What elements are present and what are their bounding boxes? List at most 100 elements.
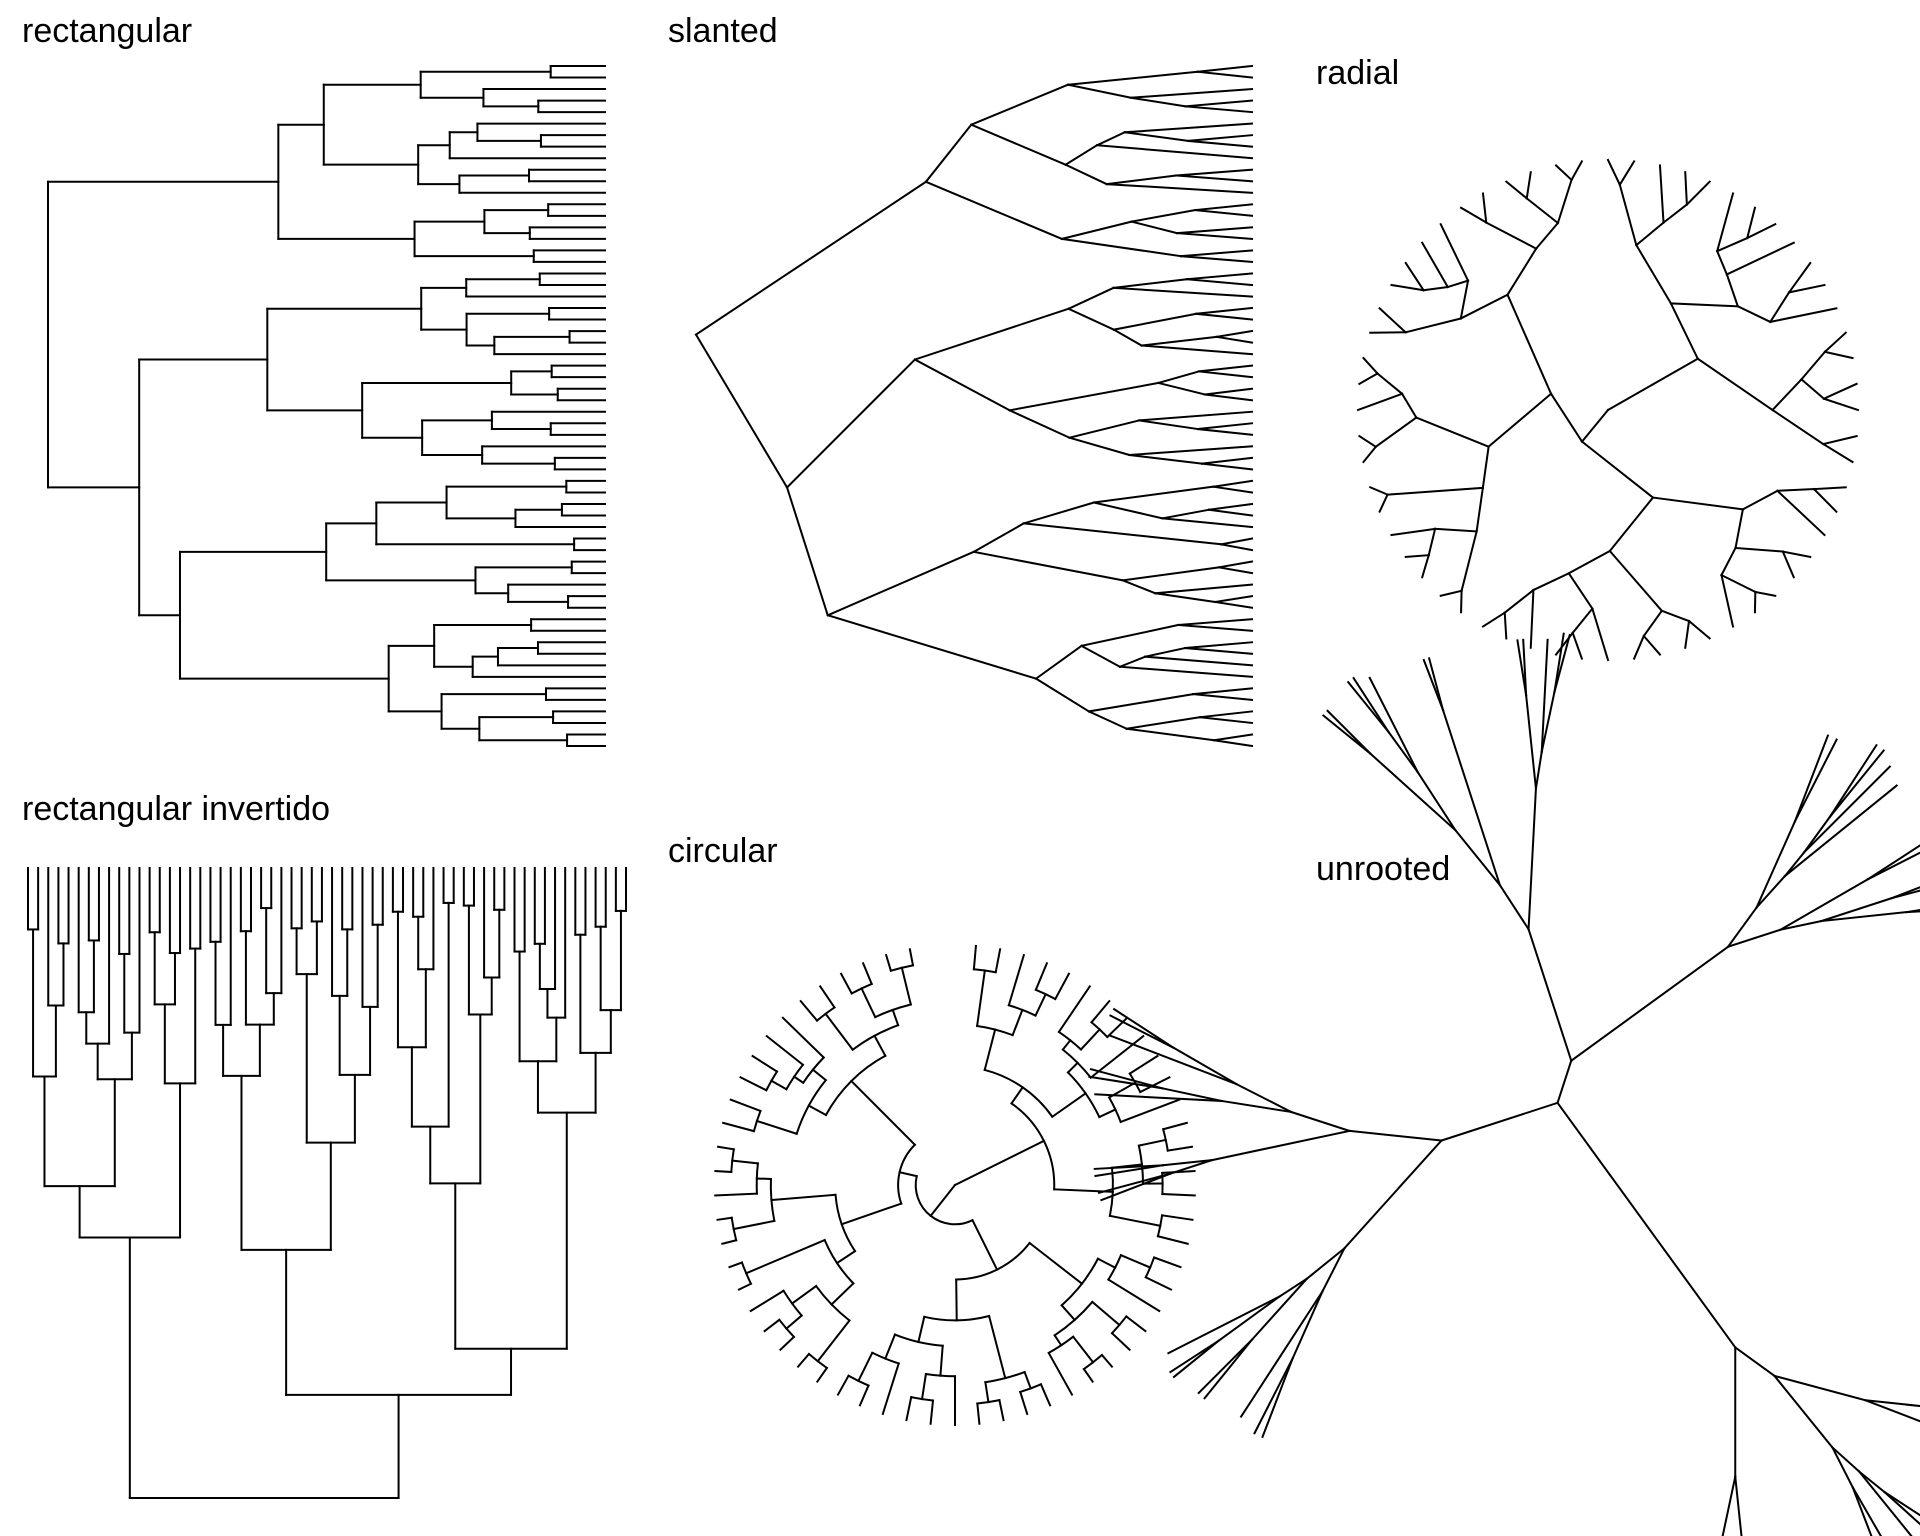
leaf-branch [1812,486,1847,491]
branch [1642,609,1664,638]
branch [1715,236,1749,253]
branch [1755,874,1787,909]
branch [1567,549,1612,575]
leaf-branch [1196,64,1254,73]
branch [1128,453,1204,465]
leaf-branch [1828,743,1878,819]
branch-arc [814,1284,851,1322]
branch-radial [1060,1303,1077,1322]
branch [1143,646,1187,658]
branch-radial [732,1219,776,1231]
leaf-branch [1459,206,1488,224]
leaf-branch [1356,392,1404,412]
leaf-branch [1420,241,1450,289]
leaf-branch [1192,693,1254,701]
leaf-branch [1220,543,1254,552]
branch [1416,770,1457,832]
branch [1534,750,1543,790]
leaf-branch [1554,164,1573,182]
leaf-branch [1203,387,1254,396]
branch-radial [840,1202,903,1226]
leaf-branch [1362,445,1378,464]
leaf-branch [1034,961,1049,992]
branch [1618,183,1638,247]
leaf-branch [1481,192,1488,224]
branch [785,486,829,617]
branch [1820,910,1908,923]
branch [1779,919,1823,931]
branch [1168,1158,1214,1176]
branch-radial [744,1238,827,1275]
leaf-branch [1186,134,1254,143]
branch [1776,488,1816,492]
leaf-branch [1108,1034,1238,1086]
leaf-branch [1481,611,1507,628]
branch-radial [873,1034,887,1058]
branch [1567,571,1594,611]
leaf-branch [1212,739,1254,748]
branch-radial [983,1028,997,1072]
leaf-branch [1128,1054,1159,1076]
branch [969,123,1067,166]
leaf-branch [1100,1353,1114,1368]
leaf-branch [1199,710,1254,719]
leaf-branch [1504,180,1529,200]
branch [1060,220,1133,241]
leaf-branch [749,1289,785,1313]
branch [1105,174,1178,186]
leaf-branch [1754,590,1777,597]
branch-radial [955,1278,958,1322]
leaf-branch [1177,623,1254,632]
leaf-branch [1420,553,1430,579]
branch [1720,546,1737,577]
branch [1734,508,1745,550]
branch-radial [1119,1253,1152,1269]
leaf-branch [1200,456,1254,465]
leaf-branch [884,953,893,972]
branch [1634,221,1665,247]
branch-radial [770,1193,837,1202]
branch-radial [1034,992,1048,1017]
branch-radial [1010,1085,1025,1105]
branch [1034,677,1091,713]
branch-arc [834,1193,857,1253]
leaf-branch [1123,122,1254,134]
branch [1066,83,1132,99]
branch [1220,1099,1293,1114]
branch-arc [795,1078,828,1136]
leaf-branch [1090,999,1111,1024]
branch-radial [920,1372,928,1401]
branch [1386,486,1484,496]
leaf-branch [1217,560,1254,569]
leaf-branch [861,961,874,986]
branch-radial [1011,1008,1024,1037]
branch [1022,501,1096,525]
leaf-branch [1140,344,1254,356]
leaf-branch [1197,364,1254,373]
branch [826,614,1038,680]
branch-radial [1097,1108,1117,1119]
branch [1696,357,1774,412]
leaf-branch [1047,1351,1074,1396]
branch-radial [1066,1061,1080,1074]
branch [1540,690,1556,754]
branch [1092,485,1215,504]
leaf-branch [1812,487,1838,514]
leaf-branch [1553,633,1571,694]
branch [1734,1475,1743,1536]
leaf-branch [1793,738,1838,823]
leaf-branch [1769,307,1838,324]
leaf-branch [815,1366,829,1383]
leaf-branch [1192,687,1254,696]
leaf-branch [1166,1145,1194,1152]
branch [1569,945,1730,1063]
branch-radial [1096,1257,1117,1269]
branch [1067,286,1115,311]
leaf-branch [796,1352,811,1368]
leaf-branch [1503,611,1508,640]
leaf-branch [1172,1339,1221,1379]
branch [1527,787,1537,931]
branch [1157,370,1201,385]
branch [1771,377,1803,412]
